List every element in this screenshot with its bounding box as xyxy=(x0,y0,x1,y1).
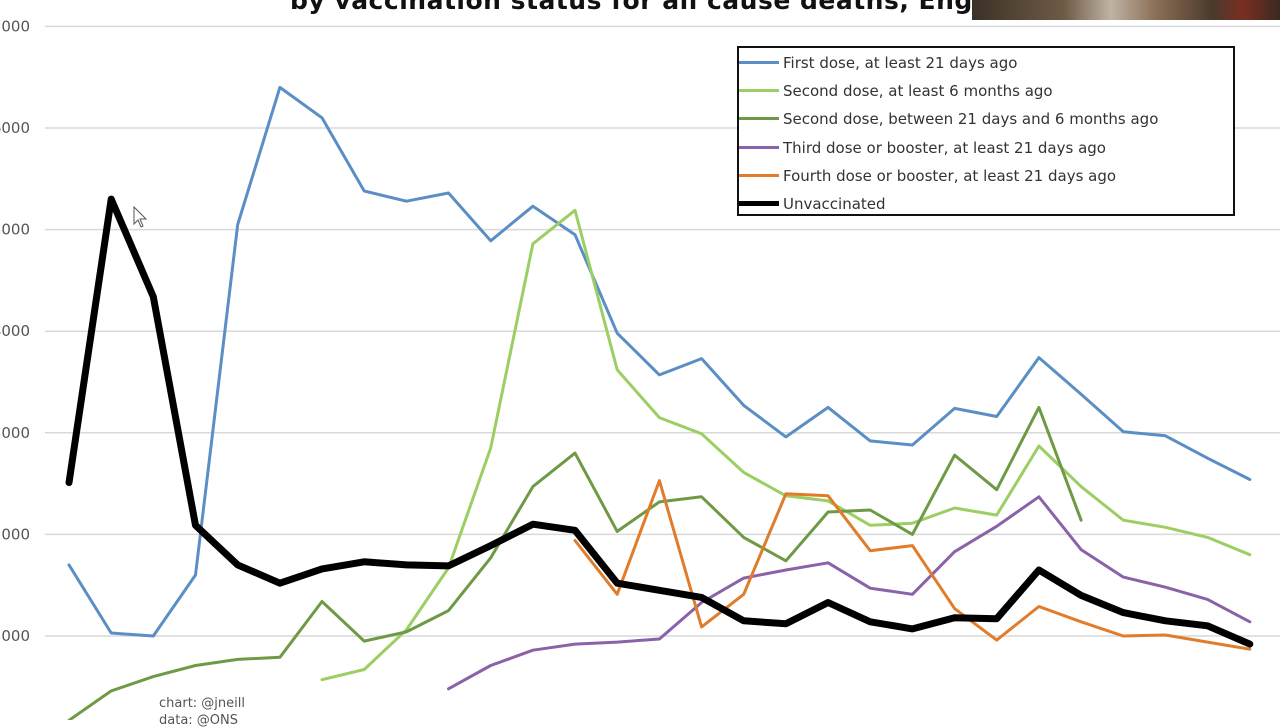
y-tick-label: 3000 xyxy=(0,424,30,442)
series-line-5 xyxy=(65,195,1254,648)
y-tick-label: 5000 xyxy=(0,221,30,239)
series-line-2 xyxy=(67,405,1083,720)
y-tick-label: 7000 xyxy=(0,17,30,35)
series-line-3 xyxy=(447,495,1252,691)
legend-swatch xyxy=(739,201,779,206)
y-tick-labels: 1000 2000 3000 4000 5000 6000 7000 xyxy=(0,17,30,645)
legend-swatch xyxy=(739,61,779,64)
series-lines xyxy=(65,85,1254,720)
y-tick-label: 4000 xyxy=(0,322,30,340)
legend-label: Fourth dose or booster, at least 21 days… xyxy=(783,167,1117,185)
legend-swatch xyxy=(739,89,779,92)
legend-label: Second dose, between 21 days and 6 month… xyxy=(783,110,1159,128)
legend-label: Second dose, at least 6 months ago xyxy=(783,82,1053,100)
chart-credit: chart: @jneill xyxy=(159,696,245,711)
legend-swatch xyxy=(739,174,779,177)
gridlines xyxy=(45,25,1280,637)
series-line-4 xyxy=(573,479,1252,651)
legend-swatch xyxy=(739,146,779,149)
webcam-overlay xyxy=(972,0,1280,20)
data-credit: data: @ONS xyxy=(159,713,239,728)
y-tick-label: 2000 xyxy=(0,525,30,543)
mouse-cursor-icon xyxy=(133,205,148,228)
series-line-0 xyxy=(67,85,1252,638)
chart-legend: First dose, at least 21 days ago Second … xyxy=(737,46,1235,216)
legend-label: Third dose or booster, at least 21 days … xyxy=(783,139,1106,157)
legend-label: First dose, at least 21 days ago xyxy=(783,54,1018,72)
y-tick-label: 1000 xyxy=(0,627,30,645)
legend-swatch xyxy=(739,117,779,120)
legend-label: Unvaccinated xyxy=(783,195,886,213)
chart-title: by vaccination status for all cause deat… xyxy=(290,0,1036,15)
y-tick-label: 6000 xyxy=(0,119,30,137)
